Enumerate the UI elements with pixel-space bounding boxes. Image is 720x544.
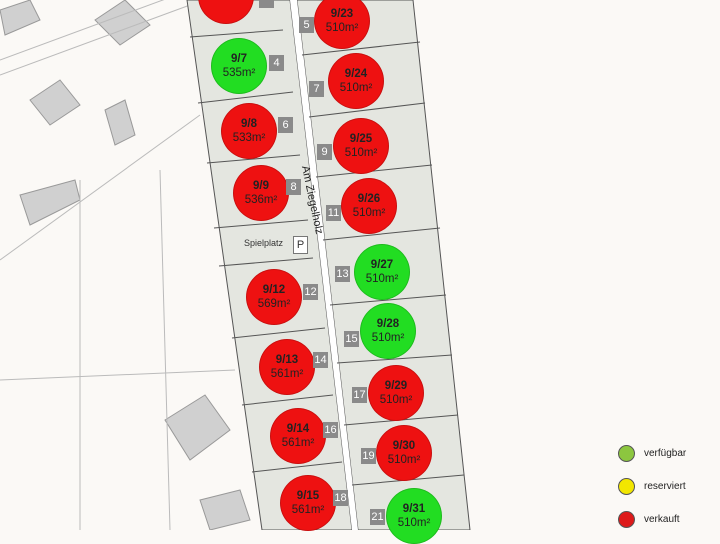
house-number-badge: 21 xyxy=(370,509,385,525)
plot-marker-sold[interactable]: 9/24 510m² xyxy=(328,53,384,109)
street xyxy=(290,0,358,530)
plot-number: 9/13 xyxy=(275,354,299,366)
plot-number: 9/12 xyxy=(262,284,286,296)
plot-area: 510m² xyxy=(387,454,421,466)
plot-area: 510m² xyxy=(339,82,373,94)
plot-marker-available[interactable]: 9/7 535m² xyxy=(211,38,267,94)
house-number-badge: 15 xyxy=(344,331,359,347)
plot-area: 510m² xyxy=(397,517,431,529)
plot-marker-available[interactable]: 9/27 510m² xyxy=(354,244,410,300)
plot-area: 561m² xyxy=(291,504,325,516)
plot-marker-sold[interactable]: 9/8 533m² xyxy=(221,103,277,159)
plot-area: 535m² xyxy=(222,67,256,79)
plot-number: 9/30 xyxy=(392,440,416,452)
plot-number: 9/7 xyxy=(231,53,247,65)
plot-marker-sold[interactable]: 9/9 536m² xyxy=(233,165,289,221)
parcel-lines xyxy=(0,0,236,530)
plot-area: 510m² xyxy=(352,207,386,219)
house-number-badge: 7 xyxy=(309,81,324,97)
house-number-badge: 9 xyxy=(317,144,332,160)
plot-marker-sold[interactable]: 9/13 561m² xyxy=(259,339,315,395)
legend-item-available: verfügbar xyxy=(618,445,686,462)
house-number-badge: 17 xyxy=(352,387,367,403)
house-number-badge: 8 xyxy=(286,179,301,195)
plot-number: 9/31 xyxy=(402,503,426,515)
house-number-badge xyxy=(259,0,274,8)
house-number-badge: 4 xyxy=(269,55,284,71)
plot-area: 536m² xyxy=(244,194,278,206)
plot-marker-available[interactable]: 9/31 510m² xyxy=(386,488,442,544)
plot-area: 533m² xyxy=(232,132,266,144)
playground-label: Spielplatz xyxy=(244,238,284,248)
house-number-badge: 16 xyxy=(323,422,338,438)
plot-marker-sold[interactable]: 9/30 510m² xyxy=(376,425,432,481)
plot-number: 9/24 xyxy=(344,68,368,80)
parking-sign: P xyxy=(293,236,308,254)
house-number-badge: 14 xyxy=(313,352,328,368)
plot-boundaries xyxy=(189,29,465,486)
plot-number: 9/25 xyxy=(349,133,373,145)
plot-marker-sold[interactable]: 9/29 510m² xyxy=(368,365,424,421)
house-number-badge: 5 xyxy=(299,17,314,33)
plot-number: 9/23 xyxy=(330,8,354,20)
legend-item-reserved: reserviert xyxy=(618,478,686,495)
plot-number: 9/29 xyxy=(384,380,408,392)
plot-number: 9/8 xyxy=(241,118,257,130)
house-number-badge: 11 xyxy=(326,205,341,221)
plot-area: 510m² xyxy=(371,332,405,344)
plot-marker-sold[interactable]: 9/23 510m² xyxy=(314,0,370,49)
legend-label: verkauft xyxy=(644,514,680,525)
plot-number: 9/14 xyxy=(286,423,310,435)
plot-marker-available[interactable]: 9/28 510m² xyxy=(360,303,416,359)
legend-swatch-icon xyxy=(618,445,635,462)
neighbouring-buildings xyxy=(0,0,251,530)
plot-number: 9/28 xyxy=(376,318,400,330)
plot-marker-sold[interactable]: 9/25 510m² xyxy=(333,118,389,174)
plot-number: 9/26 xyxy=(357,193,381,205)
plot-number: 9/27 xyxy=(370,259,394,271)
plot-area: 510m² xyxy=(344,147,378,159)
plot-area: 569m² xyxy=(257,298,291,310)
plot-area: 510m² xyxy=(325,22,359,34)
plot-area: 561m² xyxy=(281,437,315,449)
plot-number: 9/15 xyxy=(296,490,320,502)
plot-marker-sold[interactable]: 9/12 569m² xyxy=(246,269,302,325)
plot-marker-sold[interactable]: 9/26 510m² xyxy=(341,178,397,234)
house-number-badge: 13 xyxy=(335,266,350,282)
plot-marker-sold[interactable]: 9/15 561m² xyxy=(280,475,336,531)
house-number-badge: 12 xyxy=(303,284,318,300)
plot-area: 561m² xyxy=(270,368,304,380)
house-number-badge: 18 xyxy=(333,490,348,506)
legend-swatch-icon xyxy=(618,478,635,495)
legend-label: verfügbar xyxy=(644,448,687,459)
plot-marker-sold[interactable]: 9/14 561m² xyxy=(270,408,326,464)
house-number-badge: 6 xyxy=(278,117,293,133)
legend-item-sold: verkauft xyxy=(618,511,680,528)
legend-label: reserviert xyxy=(644,481,686,492)
house-number-badge: 19 xyxy=(361,448,376,464)
plot-number: 9/9 xyxy=(253,180,269,192)
plot-area: 510m² xyxy=(379,394,413,406)
legend-swatch-icon xyxy=(618,511,635,528)
plot-area: 510m² xyxy=(365,273,399,285)
